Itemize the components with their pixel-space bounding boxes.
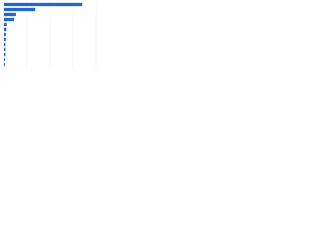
bar bbox=[4, 42, 6, 47]
bar bbox=[4, 17, 15, 22]
bar bbox=[4, 62, 5, 67]
bar bbox=[4, 12, 16, 17]
bar bbox=[4, 32, 6, 37]
bar bbox=[4, 7, 36, 12]
bar bbox=[4, 2, 83, 7]
chart bbox=[3, 2, 97, 67]
bar bbox=[4, 57, 5, 62]
bar bbox=[4, 37, 6, 42]
bar bbox=[4, 47, 6, 52]
bar bbox=[4, 22, 7, 27]
page: {"chart_data": {"type": "bar", "orientat… bbox=[0, 0, 320, 71]
bar bbox=[4, 52, 6, 57]
bar bbox=[4, 27, 7, 32]
